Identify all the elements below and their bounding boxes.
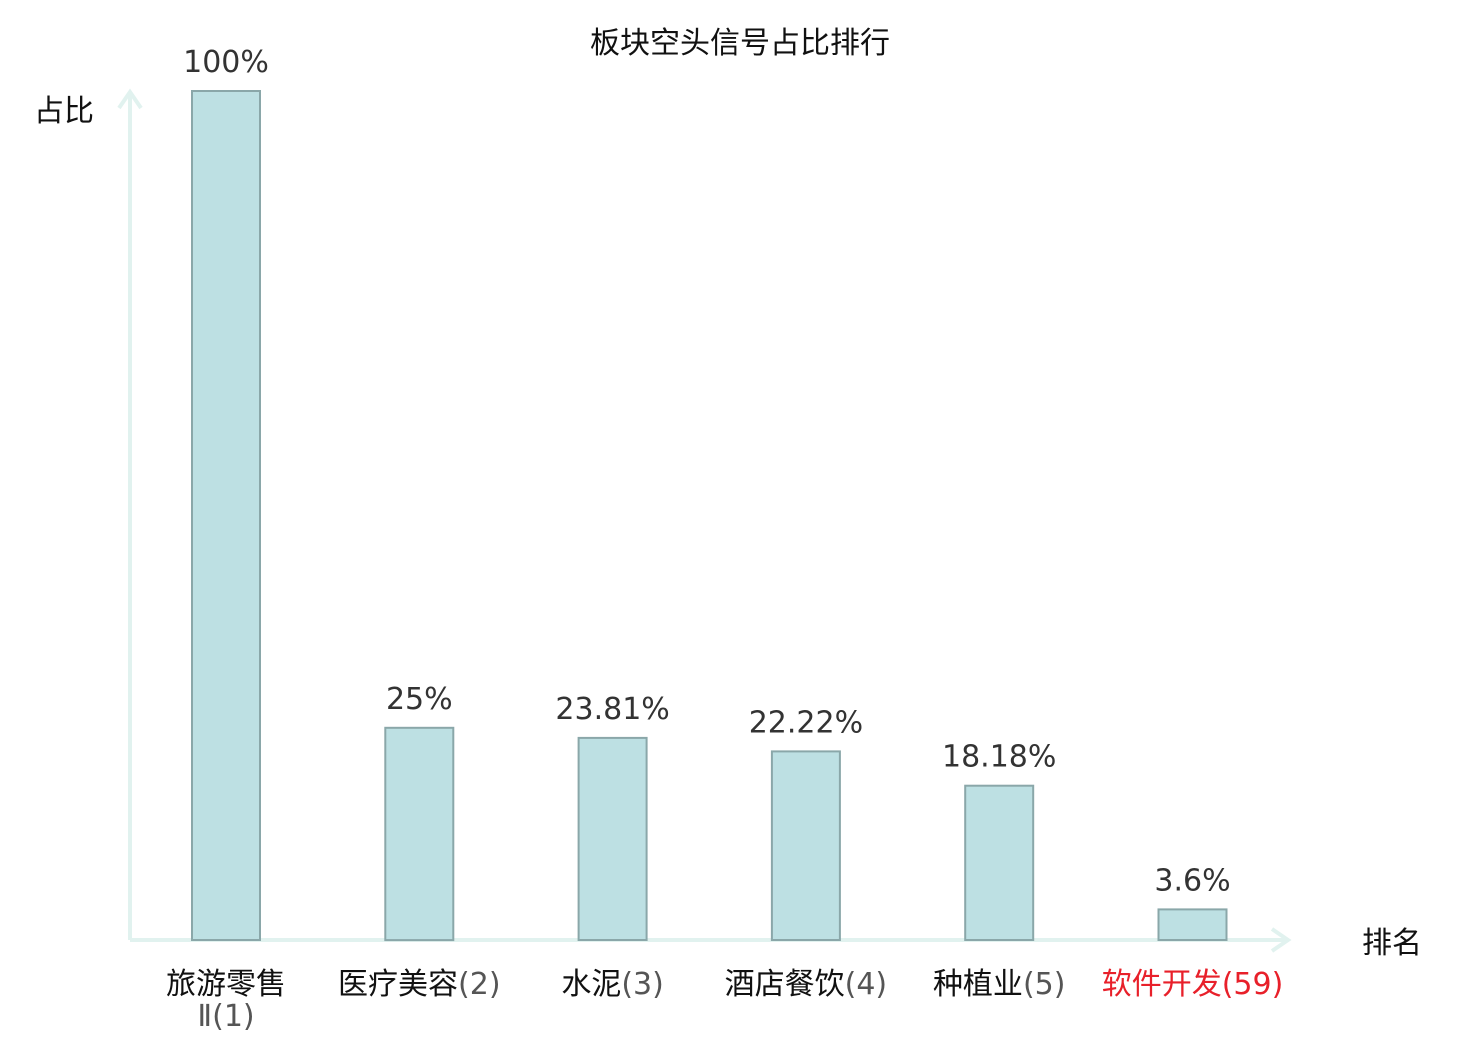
category-name-line2: Ⅱ xyxy=(197,999,212,1034)
x-axis xyxy=(130,927,1292,953)
bar-6 xyxy=(1157,908,1228,942)
category-name: 医疗美容 xyxy=(338,967,458,1002)
category-label-6: 软件开发(59) xyxy=(1102,967,1284,1002)
y-axis xyxy=(117,88,143,940)
bars-group xyxy=(191,90,1228,942)
category-rank: (2) xyxy=(458,967,501,1002)
category-name: 种植业 xyxy=(933,967,1023,1002)
bar-4 xyxy=(770,750,841,942)
category-label-2: 医疗美容(2) xyxy=(338,967,501,1002)
category-rank: (59) xyxy=(1222,967,1284,1002)
category-rank: (4) xyxy=(845,967,888,1002)
value-label-1: 100% xyxy=(183,45,269,80)
bar-2 xyxy=(384,726,455,942)
y-axis-label: 占比 xyxy=(34,94,94,129)
chart-title: 板块空头信号占比排行 xyxy=(590,26,890,61)
category-labels-group: 旅游零售 Ⅱ(1) 医疗美容(2) 水泥(3) 酒店餐饮(4) 种植业(5) 软件开发(59… xyxy=(166,967,1283,1034)
value-label-6: 3.6% xyxy=(1154,863,1230,898)
x-axis-label: 排名 xyxy=(1362,926,1422,961)
category-name: 旅游零售 xyxy=(166,967,286,1002)
value-label-3: 23.81% xyxy=(555,692,669,727)
category-label-3: 水泥(3) xyxy=(561,967,664,1002)
bar-1 xyxy=(191,90,261,941)
category-rank: (1) xyxy=(212,999,255,1034)
category-label-4: 酒店餐饮(4) xyxy=(725,967,888,1002)
category-label-5: 种植业(5) xyxy=(933,967,1065,1002)
category-rank: (3) xyxy=(621,967,664,1002)
category-rank: (5) xyxy=(1023,967,1065,1002)
bar-5 xyxy=(964,784,1035,942)
value-label-2: 25% xyxy=(386,682,453,717)
bar-3 xyxy=(577,736,648,942)
category-name: 酒店餐饮 xyxy=(725,967,845,1002)
category-name: 软件开发 xyxy=(1102,967,1222,1002)
value-labels-group: 100% 25% 23.81% 22.22% 18.18% 3.6% xyxy=(183,45,1231,898)
value-label-4: 22.22% xyxy=(749,705,863,740)
value-label-5: 18.18% xyxy=(942,740,1056,775)
category-name: 水泥 xyxy=(561,967,621,1002)
category-label-1: 旅游零售 Ⅱ(1) xyxy=(166,967,286,1034)
